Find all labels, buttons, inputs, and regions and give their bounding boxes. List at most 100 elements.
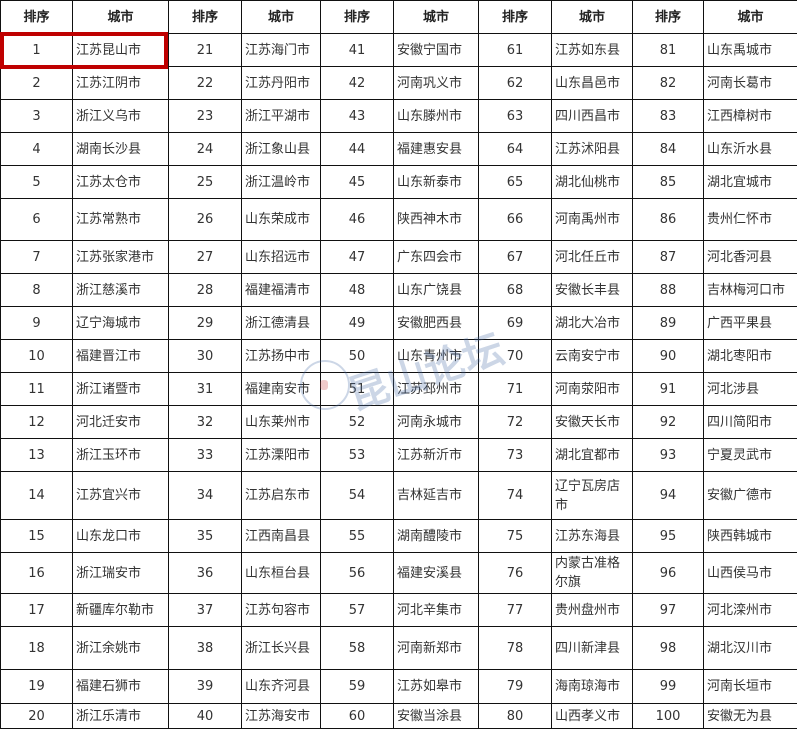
city-cell: 浙江诸暨市 [73, 373, 169, 406]
rank-cell: 24 [169, 133, 242, 166]
city-cell: 山东龙口市 [73, 520, 169, 553]
city-cell: 新疆库尔勒市 [73, 594, 169, 627]
rank-cell: 76 [479, 553, 552, 594]
city-cell: 山东荣成市 [242, 199, 321, 241]
rank-cell: 46 [321, 199, 394, 241]
rank-cell: 91 [633, 373, 704, 406]
rank-cell: 74 [479, 472, 552, 520]
city-cell: 贵州仁怀市 [704, 199, 797, 241]
city-cell: 山东禹城市 [704, 34, 797, 67]
rank-cell: 29 [169, 307, 242, 340]
city-cell: 河南禹州市 [552, 199, 633, 241]
rank-cell: 78 [479, 627, 552, 670]
city-cell: 福建晋江市 [73, 340, 169, 373]
city-cell: 河南巩义市 [394, 67, 479, 100]
city-cell: 江苏江阴市 [73, 67, 169, 100]
header-rank: 排序 [169, 1, 242, 34]
city-cell: 云南安宁市 [552, 340, 633, 373]
rank-cell: 31 [169, 373, 242, 406]
city-cell: 安徽肥西县 [394, 307, 479, 340]
rank-cell: 61 [479, 34, 552, 67]
city-cell: 陕西韩城市 [704, 520, 797, 553]
rank-cell: 80 [479, 704, 552, 729]
rank-cell: 30 [169, 340, 242, 373]
city-cell: 河南新郑市 [394, 627, 479, 670]
city-cell: 四川西昌市 [552, 100, 633, 133]
rank-cell: 83 [633, 100, 704, 133]
rank-cell: 18 [1, 627, 73, 670]
city-cell: 浙江象山县 [242, 133, 321, 166]
rank-cell: 82 [633, 67, 704, 100]
rank-cell: 8 [1, 274, 73, 307]
rank-cell: 7 [1, 241, 73, 274]
rank-cell: 4 [1, 133, 73, 166]
rank-cell: 79 [479, 670, 552, 704]
city-cell: 江苏海安市 [242, 704, 321, 729]
rank-cell: 88 [633, 274, 704, 307]
city-cell: 浙江长兴县 [242, 627, 321, 670]
rank-cell: 64 [479, 133, 552, 166]
rank-cell: 10 [1, 340, 73, 373]
city-cell: 河南永城市 [394, 406, 479, 439]
rank-cell: 19 [1, 670, 73, 704]
city-cell: 广东四会市 [394, 241, 479, 274]
rank-cell: 34 [169, 472, 242, 520]
header-city: 城市 [394, 1, 479, 34]
city-cell: 江苏太仓市 [73, 166, 169, 199]
rank-cell: 1 [1, 34, 73, 67]
city-cell: 江苏扬中市 [242, 340, 321, 373]
city-cell: 湖北大冶市 [552, 307, 633, 340]
rank-cell: 71 [479, 373, 552, 406]
rank-cell: 100 [633, 704, 704, 729]
rank-cell: 42 [321, 67, 394, 100]
rank-cell: 43 [321, 100, 394, 133]
header-row: 排序城市排序城市排序城市排序城市排序城市 [1, 1, 797, 34]
city-cell: 浙江余姚市 [73, 627, 169, 670]
rank-cell: 84 [633, 133, 704, 166]
city-cell: 安徽天长市 [552, 406, 633, 439]
rank-cell: 22 [169, 67, 242, 100]
city-cell: 浙江慈溪市 [73, 274, 169, 307]
city-cell: 江苏新沂市 [394, 439, 479, 472]
rank-cell: 96 [633, 553, 704, 594]
rank-cell: 92 [633, 406, 704, 439]
city-cell: 内蒙古准格尔旗 [552, 553, 633, 594]
city-cell: 安徽宁国市 [394, 34, 479, 67]
rank-cell: 48 [321, 274, 394, 307]
city-cell: 湖南长沙县 [73, 133, 169, 166]
rank-cell: 13 [1, 439, 73, 472]
city-cell: 辽宁海城市 [73, 307, 169, 340]
header-city: 城市 [73, 1, 169, 34]
header-city: 城市 [552, 1, 633, 34]
city-cell: 山西孝义市 [552, 704, 633, 729]
city-cell: 山东莱州市 [242, 406, 321, 439]
rank-cell: 90 [633, 340, 704, 373]
city-cell: 山东沂水县 [704, 133, 797, 166]
city-cell: 江西南昌县 [242, 520, 321, 553]
city-cell: 浙江乐清市 [73, 704, 169, 729]
city-cell: 浙江义乌市 [73, 100, 169, 133]
city-cell: 贵州盘州市 [552, 594, 633, 627]
rank-cell: 26 [169, 199, 242, 241]
rank-cell: 38 [169, 627, 242, 670]
rank-cell: 72 [479, 406, 552, 439]
rank-cell: 58 [321, 627, 394, 670]
rank-cell: 98 [633, 627, 704, 670]
city-cell: 河南长垣市 [704, 670, 797, 704]
city-cell: 湖北汉川市 [704, 627, 797, 670]
rank-cell: 70 [479, 340, 552, 373]
rank-cell: 36 [169, 553, 242, 594]
city-cell: 福建石狮市 [73, 670, 169, 704]
rank-cell: 86 [633, 199, 704, 241]
